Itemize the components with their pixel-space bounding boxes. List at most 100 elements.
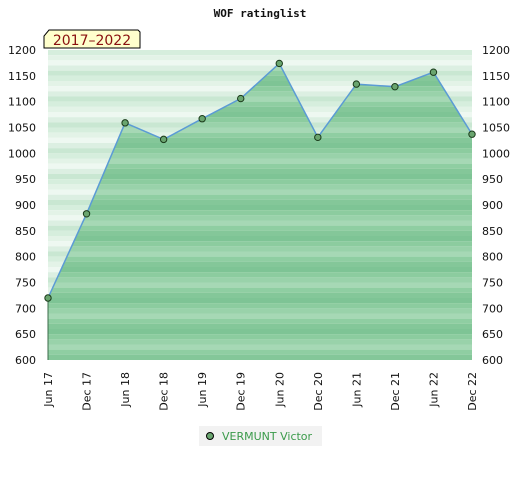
x-tick-label: Jun 17 [42, 372, 55, 408]
data-point[interactable] [352, 80, 361, 88]
area-band [48, 137, 472, 143]
area-band [48, 106, 472, 112]
area-band [48, 179, 472, 185]
area-band [48, 184, 472, 190]
y-tick-label-left: 750 [15, 277, 36, 290]
data-point[interactable] [198, 115, 206, 123]
y-tick-label-right: 1050 [482, 122, 510, 135]
y-tick-label-left: 1100 [8, 96, 36, 109]
data-point[interactable] [468, 130, 476, 138]
legend-series-name: VERMUNT Victor [222, 429, 313, 443]
y-tick-label-left: 600 [15, 354, 36, 367]
y-tick-label-left: 900 [15, 199, 36, 212]
area-band [48, 230, 472, 236]
area-band [48, 349, 472, 355]
area-band [48, 189, 472, 195]
area-band [48, 132, 472, 138]
y-tick-label-left: 1150 [8, 70, 36, 83]
y-tick-label-right: 800 [482, 251, 503, 264]
area-band [48, 112, 472, 118]
area-band [48, 261, 472, 267]
area-band [48, 236, 472, 242]
y-axis-right: 600 650 700 750 800 850 900 950 1000 1050 1100 1150… [482, 44, 510, 367]
y-tick-label-right: 1200 [482, 44, 510, 57]
area-band [48, 225, 472, 231]
legend: VERMUNT Victor [199, 426, 322, 446]
data-point[interactable] [391, 82, 399, 91]
y-tick-label-right: 900 [482, 199, 503, 212]
data-point[interactable] [429, 68, 438, 76]
x-tick-label: Dec 21 [389, 372, 402, 411]
y-tick-label-right: 850 [482, 225, 503, 238]
y-tick-label-right: 950 [482, 173, 503, 186]
area-band [48, 292, 472, 298]
area-band [48, 86, 472, 92]
x-tick-label: Jun 22 [427, 372, 440, 408]
y-tick-label-right: 1000 [482, 147, 510, 160]
y-tick-label-left: 1200 [8, 44, 36, 57]
y-tick-label-left: 650 [15, 328, 36, 341]
background-band [48, 70, 472, 76]
y-tick-label-right: 650 [482, 328, 503, 341]
area-band [48, 354, 472, 360]
area-band [48, 194, 472, 200]
area-band [48, 323, 472, 329]
background-band [48, 65, 472, 71]
area-band [48, 215, 472, 221]
area-band [48, 158, 472, 164]
background-band [48, 75, 472, 81]
area-band [48, 256, 472, 262]
area-band [48, 287, 472, 293]
area-band [48, 267, 472, 273]
area-band [48, 96, 472, 102]
x-tick-label: Dec 20 [312, 372, 325, 411]
area-band [48, 122, 472, 128]
x-tick-label: Jun 19 [196, 372, 209, 408]
y-tick-label-right: 700 [482, 302, 503, 315]
y-tick-label-right: 750 [482, 277, 503, 290]
area-band [48, 210, 472, 216]
area-band [48, 318, 472, 324]
data-point[interactable] [275, 59, 283, 68]
area-band [48, 251, 472, 257]
x-tick-label: Jun 21 [350, 372, 363, 408]
area-band [48, 339, 472, 345]
area-band [48, 334, 472, 340]
data-point[interactable] [159, 135, 168, 144]
legend-marker [206, 432, 214, 440]
area-band [48, 127, 472, 133]
series-line [47, 62, 473, 299]
y-tick-label-left: 850 [15, 225, 36, 238]
y-tick-label-left: 800 [15, 251, 36, 264]
y-tick-label-left: 700 [15, 302, 36, 315]
y-axis-left: 600 650 700 750 800 850 900 950 1000 1050 1100 1150… [8, 44, 36, 367]
x-axis: Jun 17 Dec 17 Jun 18 Dec 18 Jun 19 Dec 19 Jun … [42, 372, 479, 411]
x-tick-label: Dec 19 [235, 372, 248, 411]
data-point[interactable] [121, 119, 129, 127]
area-band [48, 308, 472, 314]
data-point[interactable] [44, 294, 52, 302]
period-badge: 2017–2022 [43, 29, 141, 49]
data-point[interactable] [314, 133, 322, 142]
area-band [48, 91, 472, 97]
y-tick-label-right: 1100 [482, 96, 510, 109]
y-tick-label-left: 950 [15, 173, 36, 186]
area-band [48, 205, 472, 211]
area-band [48, 168, 472, 174]
y-tick-label-right: 600 [482, 354, 503, 367]
background-band [48, 60, 472, 66]
x-tick-label: Dec 22 [466, 372, 479, 411]
y-tick-label-right: 1150 [482, 70, 510, 83]
period-label: 2017–2022 [53, 33, 131, 49]
data-point[interactable] [82, 210, 91, 218]
area-band [48, 344, 472, 350]
area-band [48, 81, 472, 87]
area-band [48, 117, 472, 123]
data-point[interactable] [237, 94, 245, 103]
area-band [48, 241, 472, 247]
area-band [48, 329, 472, 335]
chart-title: WOF ratinglist [214, 7, 307, 20]
area-band [48, 298, 472, 304]
background-band [48, 50, 472, 56]
